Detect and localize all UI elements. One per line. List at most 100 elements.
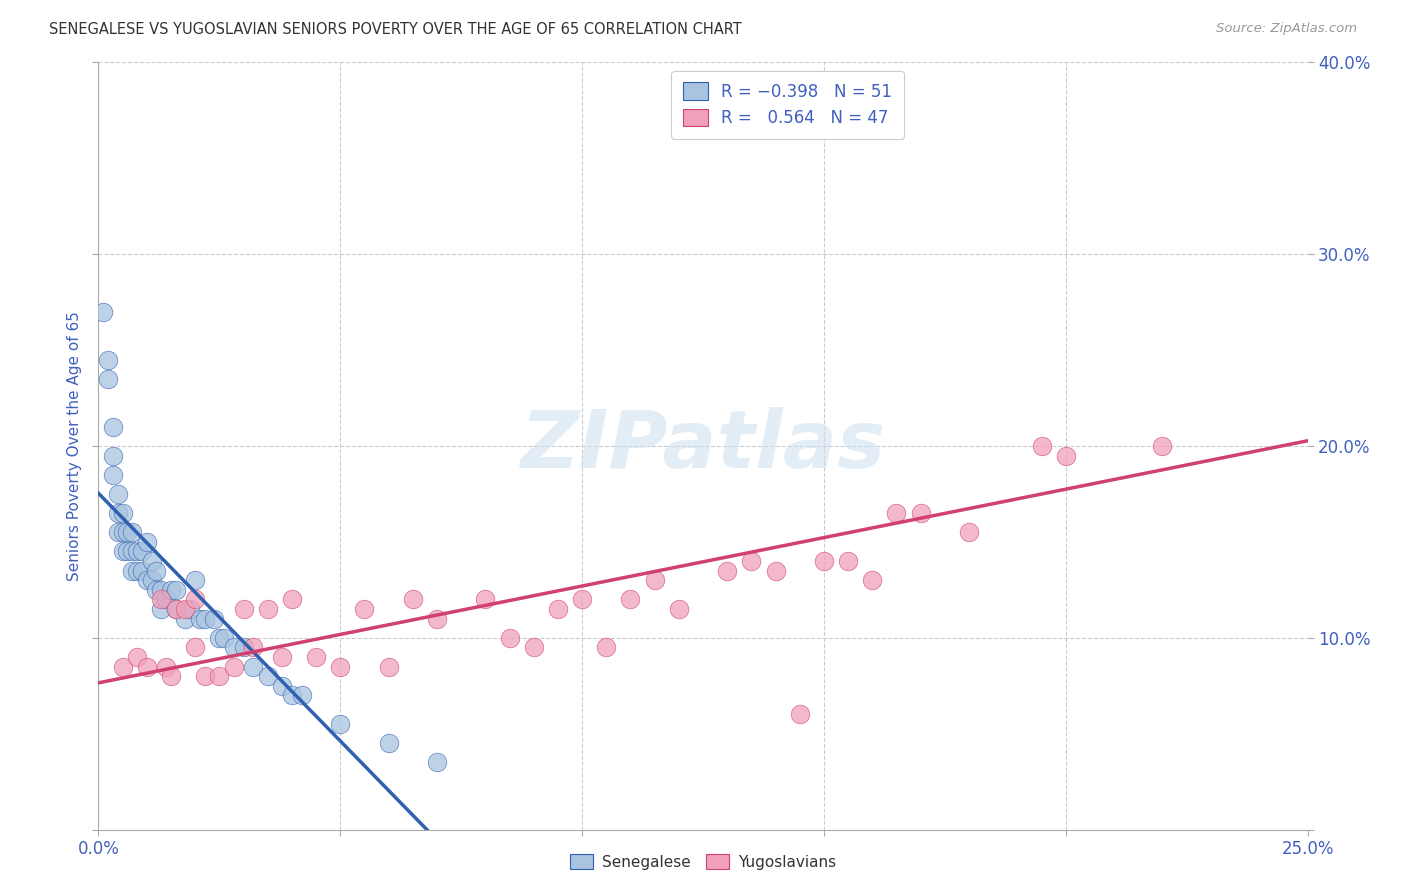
Point bbox=[281, 592, 304, 607]
Point bbox=[860, 574, 883, 588]
Point bbox=[188, 612, 211, 626]
Point bbox=[101, 467, 124, 482]
Point bbox=[194, 612, 217, 626]
Point bbox=[131, 564, 153, 578]
Point bbox=[329, 659, 352, 673]
Point bbox=[107, 487, 129, 501]
Point bbox=[668, 602, 690, 616]
Point bbox=[117, 544, 139, 558]
Point bbox=[716, 564, 738, 578]
Point bbox=[1031, 439, 1053, 453]
Point bbox=[111, 659, 134, 673]
Point bbox=[121, 525, 143, 540]
Point bbox=[740, 554, 762, 568]
Point bbox=[271, 649, 294, 664]
Point bbox=[194, 669, 217, 683]
Point bbox=[174, 612, 197, 626]
Point bbox=[256, 669, 278, 683]
Point bbox=[242, 659, 264, 673]
Point bbox=[107, 506, 129, 520]
Point bbox=[155, 659, 177, 673]
Point bbox=[127, 564, 149, 578]
Point bbox=[789, 707, 811, 722]
Point bbox=[329, 717, 352, 731]
Point bbox=[402, 592, 425, 607]
Point bbox=[619, 592, 641, 607]
Point bbox=[165, 602, 187, 616]
Text: ZIPatlas: ZIPatlas bbox=[520, 407, 886, 485]
Point bbox=[165, 602, 187, 616]
Point bbox=[256, 602, 278, 616]
Point bbox=[135, 659, 157, 673]
Point bbox=[174, 602, 197, 616]
Point bbox=[212, 631, 235, 645]
Point bbox=[165, 582, 187, 597]
Point bbox=[135, 574, 157, 588]
Point bbox=[184, 592, 207, 607]
Point bbox=[242, 640, 264, 655]
Point bbox=[131, 544, 153, 558]
Point bbox=[150, 602, 173, 616]
Point bbox=[208, 631, 231, 645]
Point bbox=[179, 602, 201, 616]
Point bbox=[271, 679, 294, 693]
Point bbox=[595, 640, 617, 655]
Point bbox=[145, 564, 167, 578]
Point bbox=[353, 602, 375, 616]
Point bbox=[377, 736, 399, 750]
Point bbox=[765, 564, 787, 578]
Point bbox=[208, 669, 231, 683]
Point bbox=[121, 544, 143, 558]
Point bbox=[184, 640, 207, 655]
Point bbox=[150, 582, 173, 597]
Text: Source: ZipAtlas.com: Source: ZipAtlas.com bbox=[1216, 22, 1357, 36]
Point bbox=[127, 649, 149, 664]
Point bbox=[957, 525, 980, 540]
Point bbox=[474, 592, 496, 607]
Point bbox=[141, 574, 163, 588]
Point bbox=[101, 420, 124, 434]
Point bbox=[97, 352, 120, 367]
Point bbox=[886, 506, 908, 520]
Point bbox=[111, 544, 134, 558]
Point bbox=[377, 659, 399, 673]
Point bbox=[523, 640, 546, 655]
Point bbox=[107, 525, 129, 540]
Point bbox=[160, 582, 183, 597]
Point bbox=[426, 612, 449, 626]
Point bbox=[837, 554, 859, 568]
Point bbox=[184, 574, 207, 588]
Point bbox=[111, 506, 134, 520]
Point bbox=[127, 544, 149, 558]
Point bbox=[290, 689, 312, 703]
Legend: Senegalese, Yugoslavians: Senegalese, Yugoslavians bbox=[564, 847, 842, 876]
Point bbox=[91, 305, 114, 319]
Text: SENEGALESE VS YUGOSLAVIAN SENIORS POVERTY OVER THE AGE OF 65 CORRELATION CHART: SENEGALESE VS YUGOSLAVIAN SENIORS POVERT… bbox=[49, 22, 742, 37]
Point bbox=[145, 582, 167, 597]
Point bbox=[222, 640, 245, 655]
Point bbox=[121, 564, 143, 578]
Point bbox=[813, 554, 835, 568]
Point bbox=[97, 372, 120, 386]
Point bbox=[222, 659, 245, 673]
Point bbox=[910, 506, 932, 520]
Y-axis label: Seniors Poverty Over the Age of 65: Seniors Poverty Over the Age of 65 bbox=[66, 311, 82, 581]
Point bbox=[644, 574, 666, 588]
Point bbox=[232, 640, 254, 655]
Point bbox=[232, 602, 254, 616]
Point bbox=[160, 669, 183, 683]
Point bbox=[150, 592, 173, 607]
Point bbox=[1054, 449, 1077, 463]
Point bbox=[141, 554, 163, 568]
Point bbox=[305, 649, 328, 664]
Point bbox=[101, 449, 124, 463]
Point bbox=[1152, 439, 1174, 453]
Point bbox=[135, 535, 157, 549]
Point bbox=[547, 602, 569, 616]
Point bbox=[426, 756, 449, 770]
Point bbox=[281, 689, 304, 703]
Point bbox=[111, 525, 134, 540]
Point bbox=[117, 525, 139, 540]
Point bbox=[571, 592, 593, 607]
Point bbox=[498, 631, 520, 645]
